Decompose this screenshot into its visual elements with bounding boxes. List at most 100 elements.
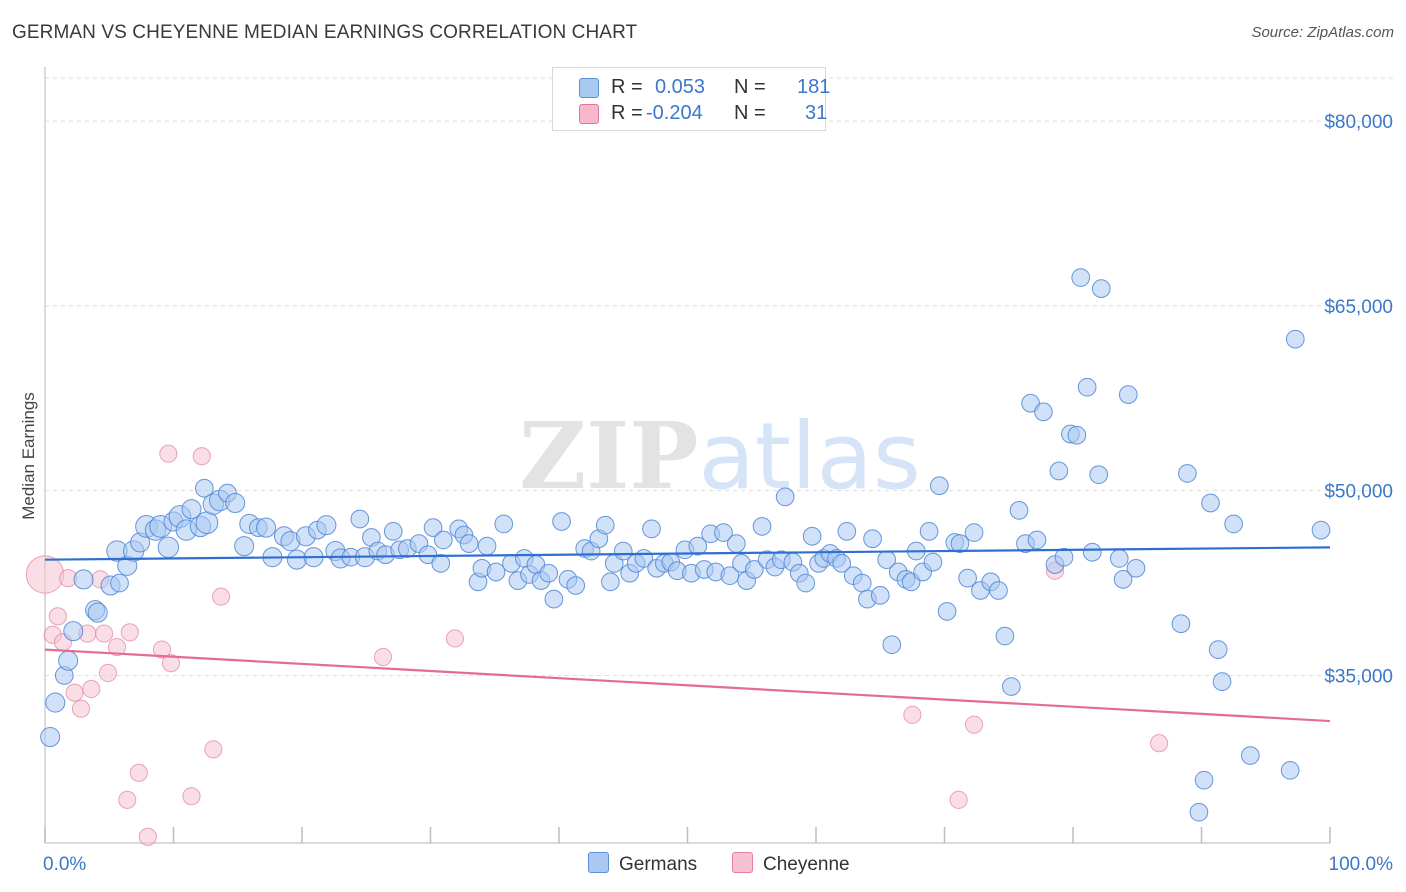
y-axis-label: Median Earnings: [19, 392, 38, 520]
german-point: [1126, 558, 1146, 578]
german-point: [863, 529, 882, 549]
german-point: [1240, 746, 1260, 765]
german-point: [837, 521, 857, 541]
series-legend-germans: Germans: [588, 852, 697, 876]
watermark: ZIPatlas: [519, 402, 921, 510]
germans-swatch: [588, 852, 609, 873]
legend-n-value: 31: [805, 102, 828, 124]
german-point: [1201, 493, 1220, 513]
german-point: [1077, 377, 1097, 397]
cheyenne-point: [118, 790, 137, 809]
german-point: [1049, 461, 1069, 481]
german-point: [494, 514, 514, 534]
trend-lines: [44, 546, 1331, 723]
german-point: [882, 635, 902, 655]
german-point: [434, 530, 453, 550]
x-tick-label: 0.0%: [43, 854, 86, 875]
cheyenne-point: [204, 740, 223, 759]
cheyenne-point: [161, 654, 181, 673]
cheyenne-point: [903, 705, 922, 724]
germans-label: Germans: [619, 854, 698, 875]
german-point: [642, 519, 661, 539]
cheyenne-point: [211, 587, 231, 606]
german-point: [383, 521, 403, 541]
cheyenne-point: [138, 827, 157, 846]
german-point: [63, 621, 84, 642]
german-point: [45, 692, 66, 713]
y-tick-label: $80,000: [1324, 112, 1393, 133]
german-point: [40, 727, 61, 748]
germans-trend-line: [44, 546, 1331, 561]
series-legend-cheyenne: Cheyenne: [732, 852, 850, 876]
cheyenne-point: [192, 447, 211, 466]
german-point: [1109, 549, 1129, 568]
y-tick-label: $65,000: [1324, 297, 1393, 318]
german-point: [613, 541, 633, 561]
german-point: [802, 526, 822, 546]
german-point: [459, 534, 479, 553]
german-point: [852, 573, 872, 593]
cheyenne-point: [65, 683, 84, 702]
german-point: [775, 487, 795, 507]
german-point: [1178, 464, 1197, 483]
german-point: [595, 515, 615, 535]
german-point: [1113, 570, 1133, 589]
german-point: [1021, 393, 1040, 413]
correlation-legend: R = 0.053 N = 181 R = -0.204 N = 31: [552, 67, 830, 131]
german-point: [181, 499, 202, 520]
cheyenne-point: [129, 763, 148, 782]
german-point: [1311, 520, 1331, 540]
german-point: [958, 568, 977, 588]
cheyenne-point: [48, 607, 67, 626]
tick-labels: $35,000 $50,000 $65,000 $80,000 0.0% 100.0%: [43, 112, 1393, 875]
source-credit: Source: ZipAtlas.com: [1251, 24, 1394, 41]
y-tick-label: $50,000: [1324, 482, 1393, 503]
german-point: [1280, 760, 1300, 780]
german-point: [919, 521, 939, 541]
watermark-zip: ZIP: [519, 402, 698, 510]
german-point: [195, 478, 214, 498]
legend-swatch-cheyenne: [579, 104, 599, 124]
german-point: [726, 534, 746, 553]
german-point: [1208, 640, 1228, 659]
gridlines: [45, 77, 1395, 676]
cheyenne-point: [25, 555, 65, 594]
chart-title: GERMAN VS CHEYENNE MEDIAN EARNINGS CORRE…: [12, 22, 638, 43]
cheyenne-point: [182, 787, 201, 806]
german-point: [950, 534, 970, 553]
german-point: [234, 536, 255, 557]
german-point: [930, 476, 949, 496]
cheyenne-point: [373, 647, 393, 667]
german-point: [225, 492, 246, 514]
german-point: [539, 563, 559, 583]
german-point: [601, 572, 620, 592]
german-point: [157, 536, 180, 559]
german-point: [832, 554, 852, 573]
legend-r-value: -0.204: [646, 102, 703, 124]
german-point: [195, 511, 219, 535]
legend-n-label: N =: [734, 76, 766, 98]
german-point: [1118, 385, 1138, 404]
cheyenne-trend-line: [44, 648, 1331, 723]
german-point: [477, 536, 497, 556]
german-point: [316, 515, 337, 536]
german-point: [552, 512, 571, 531]
german-point: [418, 545, 438, 565]
german-point: [431, 554, 451, 573]
german-point: [1034, 402, 1053, 422]
tick-marks: [44, 827, 1331, 843]
german-point: [544, 589, 564, 609]
german-point: [995, 626, 1015, 646]
cheyenne-point: [98, 663, 118, 683]
german-point: [1285, 329, 1305, 349]
legend-n-value: 181: [797, 76, 831, 98]
cheyenne-point: [1150, 734, 1169, 753]
y-tick-label: $35,000: [1324, 666, 1393, 687]
legend-r-label: R =: [611, 76, 643, 98]
german-point: [87, 602, 108, 623]
german-point: [1224, 514, 1243, 534]
german-point: [1194, 770, 1214, 790]
cheyenne-point: [152, 640, 172, 659]
german-point: [1082, 542, 1102, 562]
